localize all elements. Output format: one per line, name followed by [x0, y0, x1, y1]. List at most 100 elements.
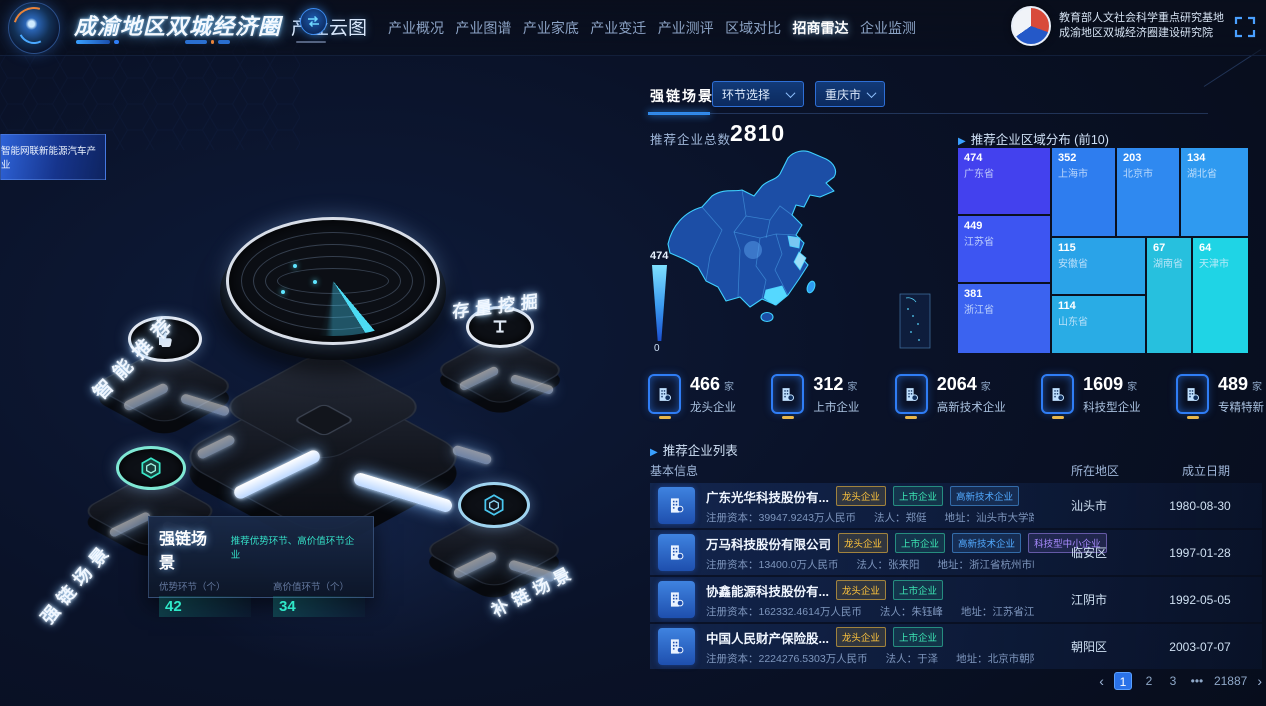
- company-region: 朝阳区: [1070, 640, 1107, 654]
- nav-industry-overview[interactable]: 产业概况: [388, 20, 444, 36]
- thumbs-up-icon: [128, 316, 202, 362]
- registered-capital: 注册资本：2224276.5303万人民币: [706, 653, 868, 665]
- col-date: 成立日期: [1181, 464, 1230, 478]
- company-building-icon: [658, 487, 695, 524]
- stat-hightech-enterprises[interactable]: 2064 家 高新技术企业: [894, 374, 1006, 415]
- tag-leading: 龙头企业: [838, 533, 889, 553]
- stat-specialized-enterprises[interactable]: 489 家 专精特新: [1176, 374, 1264, 415]
- tag-leading: 龙头企业: [835, 486, 886, 506]
- fullscreen-icon[interactable]: [1234, 16, 1256, 38]
- table-row[interactable]: 万马科技股份有限公司 龙头企业 上市企业 高新技术企业 科技型中小企业 注册资本…: [650, 530, 1262, 575]
- region-treemap: 474 广东省 449 江苏省 381 浙江省 352 上海市 203 北京市 134 湖北…: [958, 148, 1248, 353]
- table-row[interactable]: 协鑫能源科技股份有... 龙头企业 上市企业 注册资本：162332.4614万…: [650, 577, 1262, 622]
- advantage-links-label: 优势环节（个）: [159, 582, 226, 593]
- registered-capital: 注册资本：162332.4614万人民币: [706, 606, 862, 618]
- nav-industry-base[interactable]: 产业家底: [522, 20, 579, 36]
- triangle-right-icon: ▶: [650, 447, 658, 458]
- institute-logo-icon: [1011, 6, 1051, 46]
- treemap-cell[interactable]: 64 天津市: [1193, 238, 1248, 353]
- tooltip-subtitle: 推荐优势环节、高价值环节企业: [230, 536, 355, 561]
- enterprise-doc-icon: [648, 374, 681, 414]
- page-1[interactable]: 1: [1113, 672, 1132, 690]
- nav-industry-assessment[interactable]: 产业测评: [657, 20, 714, 36]
- enterprise-doc-icon: [771, 374, 805, 414]
- legal-person: 法人：张来阳: [856, 559, 920, 571]
- city-select-label: 重庆市: [825, 87, 862, 102]
- tab-underline: [648, 112, 710, 115]
- tag-scitech-sme: 科技型中小企业: [1028, 533, 1107, 553]
- company-date: 2003-07-07: [1169, 639, 1231, 654]
- page-3[interactable]: 3: [1169, 674, 1177, 688]
- page-last[interactable]: 21887: [1213, 674, 1248, 688]
- hexagon-chain-icon: [116, 446, 186, 490]
- company-name: 广东光华科技股份有...: [706, 490, 829, 505]
- enterprise-list: 广东光华科技股份有... 龙头企业 上市企业 高新技术企业 注册资本：39947…: [650, 483, 1262, 671]
- tab-strengthen-scenario[interactable]: 强链场景: [650, 88, 714, 104]
- org-line1: 教育部人文社会科学重点研究基地: [1059, 12, 1224, 24]
- treemap-cell[interactable]: 203 北京市: [1117, 148, 1179, 236]
- list-section-title: ▶ 推荐企业列表: [650, 444, 738, 458]
- treemap-cell[interactable]: 381 浙江省: [958, 284, 1050, 353]
- radar-sweep: [235, 226, 431, 336]
- treemap-cell[interactable]: 114 山东省: [1052, 296, 1145, 353]
- advantage-links-value: 42: [159, 596, 251, 617]
- tag-listed: 上市企业: [892, 627, 943, 647]
- tab-divider-line: [648, 113, 1208, 114]
- main-nav: 产业概况 产业图谱 产业家底 产业变迁 产业测评 区域对比 招商雷达 企业监测: [388, 0, 916, 56]
- treemap-cell[interactable]: 115 安徽省: [1052, 238, 1145, 294]
- nav-region-compare[interactable]: 区域对比: [725, 20, 782, 36]
- total-enterprises-value: 2810: [730, 120, 786, 146]
- swap-arrows-icon: [308, 15, 319, 28]
- treemap-cell[interactable]: 67 湖南省: [1147, 238, 1191, 353]
- col-basic-info: 基本信息: [650, 464, 699, 478]
- stat-scitech-enterprises[interactable]: 1609 家 科技型企业: [1041, 374, 1141, 415]
- city-select-dropdown[interactable]: 重庆市: [815, 81, 885, 107]
- high-value-links-label: 高价值环节（个）: [273, 582, 350, 593]
- nav-industry-graph[interactable]: 产业图谱: [455, 20, 512, 36]
- next-page-button[interactable]: ›: [1257, 673, 1262, 689]
- mining-tool-icon: [466, 306, 534, 348]
- legal-person: 法人：朱钰峰: [879, 606, 943, 618]
- enterprise-stats-row: 466 家 龙头企业 312 家 上市企业 2064 家 高新技术企业 1609 家 科…: [648, 374, 1264, 415]
- treemap-cell[interactable]: 134 湖北省: [1181, 148, 1248, 236]
- legend-max: 474: [650, 250, 669, 262]
- tag-listed: 上市企业: [892, 486, 943, 506]
- legal-person: 法人：郑侹: [873, 512, 927, 524]
- treemap-cell[interactable]: 352 上海市: [1052, 148, 1115, 236]
- company-region: 临安区: [1070, 546, 1107, 560]
- stat-leading-enterprises[interactable]: 466 家 龙头企业: [648, 374, 736, 415]
- treemap-cell[interactable]: 474 广东省: [958, 148, 1050, 214]
- enterprise-doc-icon: [894, 374, 928, 414]
- header: 成渝地区双城经济圈 产业云图 产业概况 产业图谱 产业家底 产业变迁 产业测评 …: [0, 0, 1266, 56]
- col-region: 所在地区: [1070, 464, 1119, 478]
- table-row[interactable]: 中国人民财产保险股... 龙头企业 上市企业 注册资本：2224276.5303…: [650, 624, 1262, 669]
- page-2[interactable]: 2: [1145, 674, 1153, 688]
- table-row[interactable]: 广东光华科技股份有... 龙头企业 上市企业 高新技术企业 注册资本：39947…: [650, 483, 1262, 528]
- company-building-icon: [658, 628, 695, 665]
- tag-hightech: 高新技术企业: [949, 486, 1019, 506]
- stat-listed-enterprises[interactable]: 312 家 上市企业: [771, 374, 859, 415]
- industry-label[interactable]: 智能网联新能源汽车产业: [0, 134, 106, 180]
- radar-display[interactable]: [226, 217, 440, 345]
- company-date: 1997-01-28: [1169, 545, 1231, 560]
- prev-page-button[interactable]: ‹: [1099, 673, 1104, 689]
- company-date: 1980-08-30: [1169, 498, 1231, 513]
- company-region: 汕头市: [1070, 499, 1107, 513]
- nav-enterprise-monitor[interactable]: 企业监测: [859, 20, 916, 36]
- nav-investment-radar[interactable]: 招商雷达: [792, 20, 849, 36]
- china-choropleth-map[interactable]: [648, 144, 948, 356]
- company-name: 协鑫能源科技股份有...: [706, 584, 829, 599]
- high-value-links-value: 34: [273, 596, 365, 617]
- treemap-cell[interactable]: 449 江苏省: [958, 216, 1050, 282]
- total-enterprises-label: 推荐企业总数: [650, 133, 732, 147]
- app-logo-icon: [8, 2, 60, 54]
- link-select-dropdown[interactable]: 环节选择: [712, 81, 804, 107]
- switch-industry-button[interactable]: [300, 8, 327, 35]
- nav-industry-change[interactable]: 产业变迁: [590, 20, 647, 36]
- scenario-tooltip: 强链场景 推荐优势环节、高价值环节企业 优势环节（个） 42 高价值环节（个） …: [148, 516, 374, 617]
- company-building-icon: [658, 581, 695, 618]
- pagination: ‹ 1 2 3 ••• 21887 ›: [650, 672, 1262, 690]
- triangle-right-icon: ▶: [958, 136, 966, 147]
- hexagon-node-icon: [458, 482, 530, 528]
- registered-capital: 注册资本：13400.0万人民币: [706, 559, 839, 571]
